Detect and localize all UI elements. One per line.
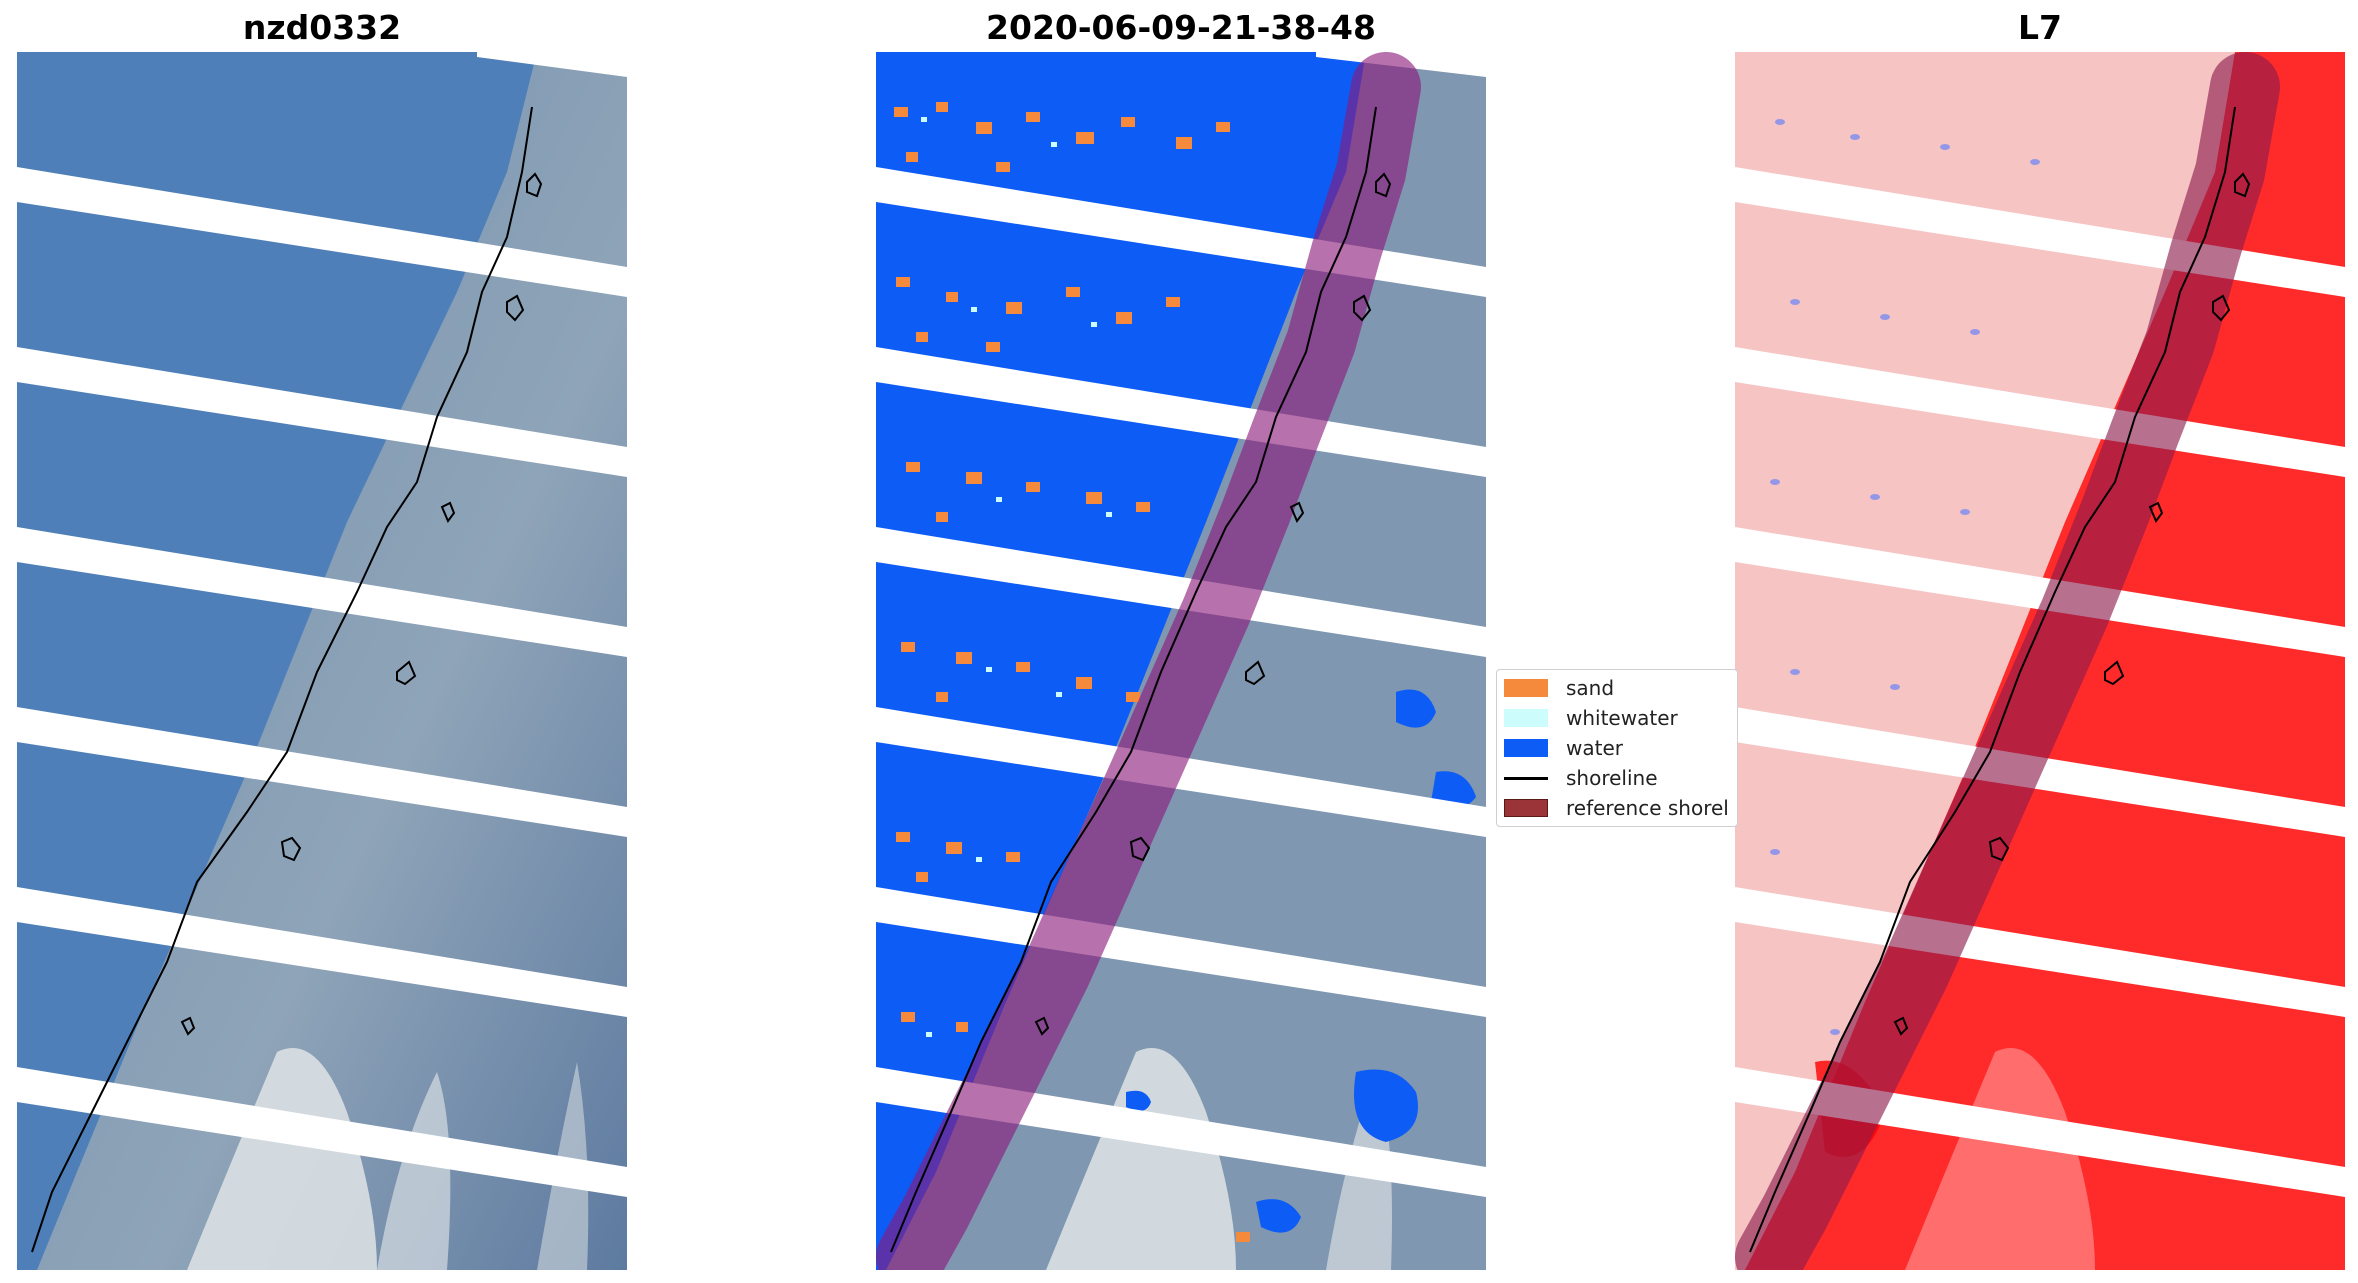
legend-item-sand: sand	[1504, 673, 1614, 703]
panel-title-rgb: nzd0332	[242, 8, 402, 47]
classified-image-panel	[876, 52, 1486, 1270]
index-image	[1735, 52, 2345, 1270]
legend: sand whitewater water shoreline referenc…	[1496, 669, 1738, 827]
shoreline-line-sample	[1504, 776, 1548, 780]
index-image-panel	[1735, 52, 2345, 1270]
legend-item-shoreline: shoreline	[1504, 763, 1658, 793]
legend-label-reference-shoreline: reference shorel	[1566, 796, 1729, 820]
rgb-image-panel	[17, 52, 627, 1270]
legend-label-whitewater: whitewater	[1566, 706, 1678, 730]
reference-shoreline-swatch	[1504, 799, 1548, 817]
legend-item-whitewater: whitewater	[1504, 703, 1678, 733]
panel-title-classified: 2020-06-09-21-38-48	[986, 8, 1376, 47]
classified-image	[876, 52, 1486, 1270]
panel-title-index: L7	[2018, 8, 2062, 47]
water-swatch	[1504, 739, 1548, 757]
sand-swatch	[1504, 679, 1548, 697]
legend-item-reference-shoreline: reference shorel	[1504, 793, 1729, 823]
legend-label-shoreline: shoreline	[1566, 766, 1658, 790]
whitewater-swatch	[1504, 709, 1548, 727]
legend-label-water: water	[1566, 736, 1623, 760]
legend-item-water: water	[1504, 733, 1623, 763]
rgb-image	[17, 52, 627, 1270]
legend-label-sand: sand	[1566, 676, 1615, 700]
